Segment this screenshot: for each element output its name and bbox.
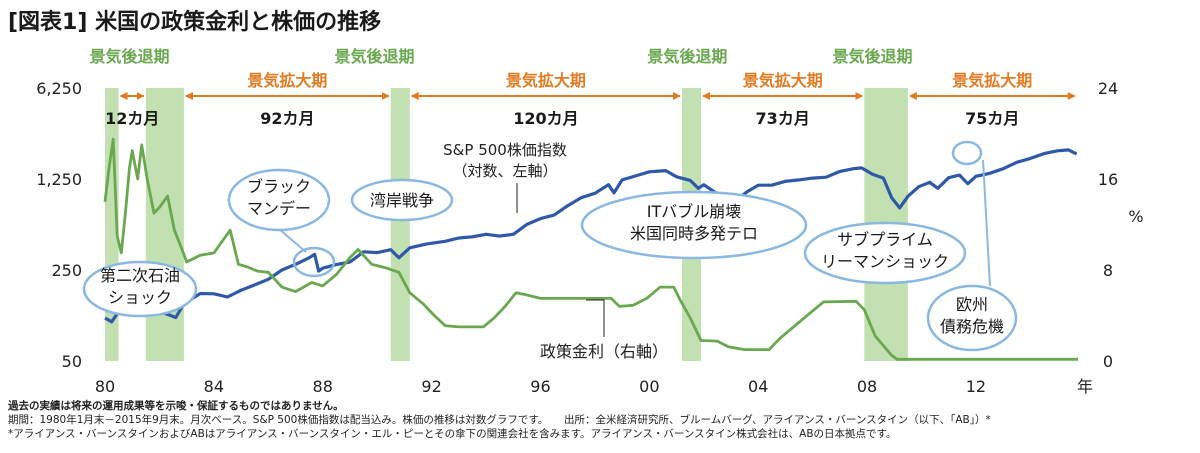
annotation-text: 第二次石油	[100, 266, 180, 285]
x-tick-label: 12	[966, 377, 986, 396]
annotation-text: 欧州	[956, 295, 988, 314]
sp500-label: S&P 500株価指数	[443, 141, 567, 159]
expansion-duration: 120カ月	[513, 109, 578, 128]
definition-note: *アライアンス・バーンスタインおよびABはアライアンス・バーンスタイン・エル・ピ…	[8, 428, 897, 440]
euro-crisis-marker	[951, 140, 983, 166]
black-monday-marker	[292, 246, 336, 278]
x-tick-label: 04	[748, 377, 768, 396]
annotation-pointer-1	[278, 228, 307, 253]
expansion-duration: 73カ月	[756, 109, 810, 128]
x-tick-label: 00	[639, 377, 659, 396]
period-labels: 景気後退期 景気後退期 景気後退期 景気後退期 12カ月 92カ月 景気拡大期 120カ月 景気…	[89, 47, 1076, 128]
annotation-text: ブラック	[247, 177, 311, 196]
x-tick-label: 92	[421, 377, 441, 396]
annotation-text: ITバブル崩壊	[647, 202, 742, 221]
recession-band-1	[145, 88, 184, 361]
right-tick-label: 8	[1103, 261, 1113, 280]
right-axis-unit: %	[1128, 207, 1143, 226]
x-tick-label: 96	[530, 377, 550, 396]
annotation-text: 債務危機	[940, 317, 1004, 336]
annotation-bubble-2	[350, 178, 454, 222]
recession-label: 景気後退期	[833, 47, 913, 66]
policy-rate-label: 政策金利（右軸）	[540, 342, 668, 361]
annotation-bubble-0	[82, 260, 198, 318]
series-lines: S&P 500株価指数 （対数、左軸） 政策金利（右軸）	[103, 137, 1078, 361]
sp500-label-sub: （対数、左軸）	[452, 162, 557, 180]
expansion-label: 景気拡大期	[952, 71, 1032, 90]
expansion-label: 景気拡大期	[247, 71, 327, 90]
annotation-pointer-5	[982, 159, 991, 287]
left-tick-label: 50	[62, 352, 82, 371]
right-tick-label: 0	[1103, 352, 1113, 371]
annotation-text: 米国同時多発テロ	[630, 224, 758, 243]
left-tick-label: 250	[51, 261, 82, 280]
expansion-label: 景気拡大期	[743, 71, 823, 90]
right-tick-label: 24	[1098, 79, 1118, 98]
left-tick-label: 1,250	[36, 170, 82, 189]
annotation-text: ショック	[108, 288, 172, 307]
annotation-bubble-4	[803, 221, 967, 285]
recession-band-2	[390, 88, 410, 361]
recession-label: 景気後退期	[89, 47, 169, 66]
footnotes: 過去の実績は将来の運用成果等を示唆・保証するものではありません。 期間：1980…	[8, 399, 991, 441]
disclaimer-note: 過去の実績は将来の運用成果等を示唆・保証するものではありません。	[8, 400, 344, 412]
x-tick-label: 08	[857, 377, 877, 396]
expansion-duration: 75カ月	[965, 109, 1019, 128]
annotation-bubble-3	[580, 190, 808, 260]
x-tick-label: 88	[313, 377, 333, 396]
x-tick-label: 84	[204, 377, 224, 396]
expansion-duration: 92カ月	[260, 109, 314, 128]
sp500-line	[104, 148, 1078, 324]
x-axis-unit: 年	[1077, 377, 1093, 396]
recession-label: 景気後退期	[334, 47, 414, 66]
annotation-text: サブプライム	[837, 230, 933, 249]
source-note: 期間：1980年1月末－2015年9月末。月次ベース。S&P 500株価指数は配…	[8, 414, 991, 426]
x-tick-label: 80	[95, 377, 115, 396]
policy-rate-leader	[586, 299, 605, 337]
recession-label: 景気後退期	[647, 47, 727, 66]
annotation-text: マンデー	[247, 199, 311, 218]
annotation-text: 湾岸戦争	[370, 191, 434, 210]
policy-rate-line	[103, 137, 1078, 361]
expansion-duration: 12カ月	[105, 109, 159, 128]
chart-title: [図表1] 米国の政策金利と株価の推移	[8, 10, 382, 35]
expansion-label: 景気拡大期	[506, 71, 586, 90]
annotation-text: リーマンショック	[821, 252, 949, 271]
annotation-bubble-5	[926, 284, 1018, 352]
right-tick-label: 16	[1098, 170, 1118, 189]
left-tick-label: 6,250	[36, 79, 82, 98]
